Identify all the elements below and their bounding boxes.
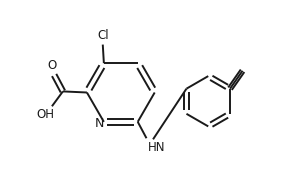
Text: N: N: [94, 117, 104, 130]
Text: HN: HN: [148, 141, 165, 154]
Text: OH: OH: [37, 108, 55, 121]
Text: O: O: [47, 58, 56, 72]
Text: Cl: Cl: [97, 29, 109, 42]
